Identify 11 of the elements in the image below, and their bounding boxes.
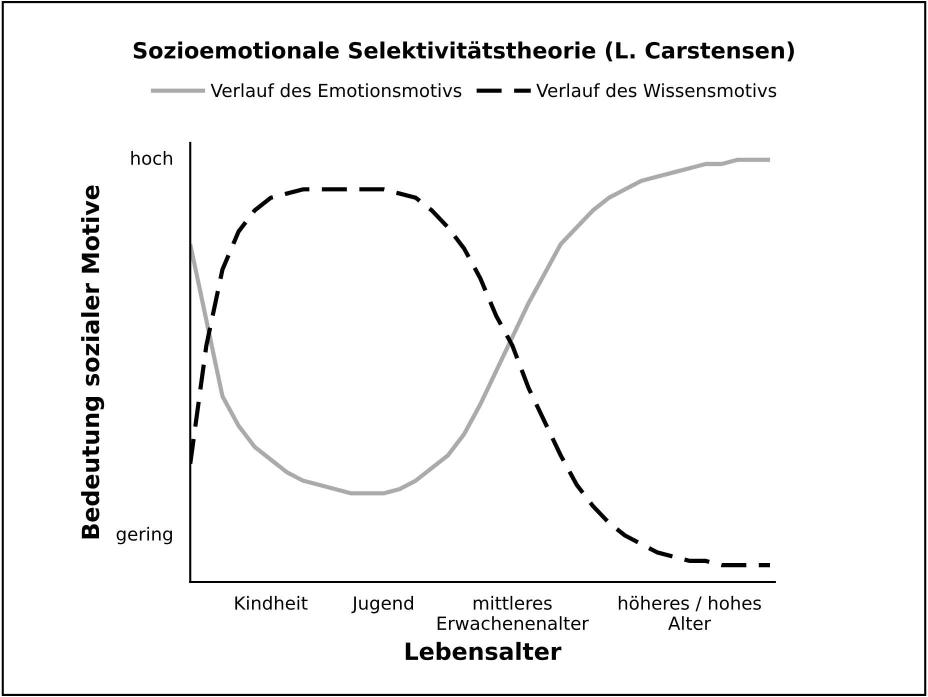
x-tick-label: höheres / hohes Alter	[618, 596, 761, 630]
text: gering	[116, 526, 172, 544]
chart-title: Sozioemotionale Selektivitätstheorie (L. Carstensen)	[134, 41, 794, 62]
legend-label: Verlauf des Emotionsmotivs	[210, 83, 462, 98]
y-axis-title: Bedeutung sozialer Motive	[81, 185, 104, 538]
x-tick-label: mittleres Erwachenenalter	[438, 596, 589, 630]
text: hoch	[131, 151, 172, 166]
legend-label: Verlauf des Wissensmotivs	[536, 83, 776, 98]
x-tick-label: Kindheit	[235, 596, 308, 610]
x-tick-label: Jugend	[351, 596, 413, 614]
x-axis-title: Lebensalter	[406, 642, 562, 660]
